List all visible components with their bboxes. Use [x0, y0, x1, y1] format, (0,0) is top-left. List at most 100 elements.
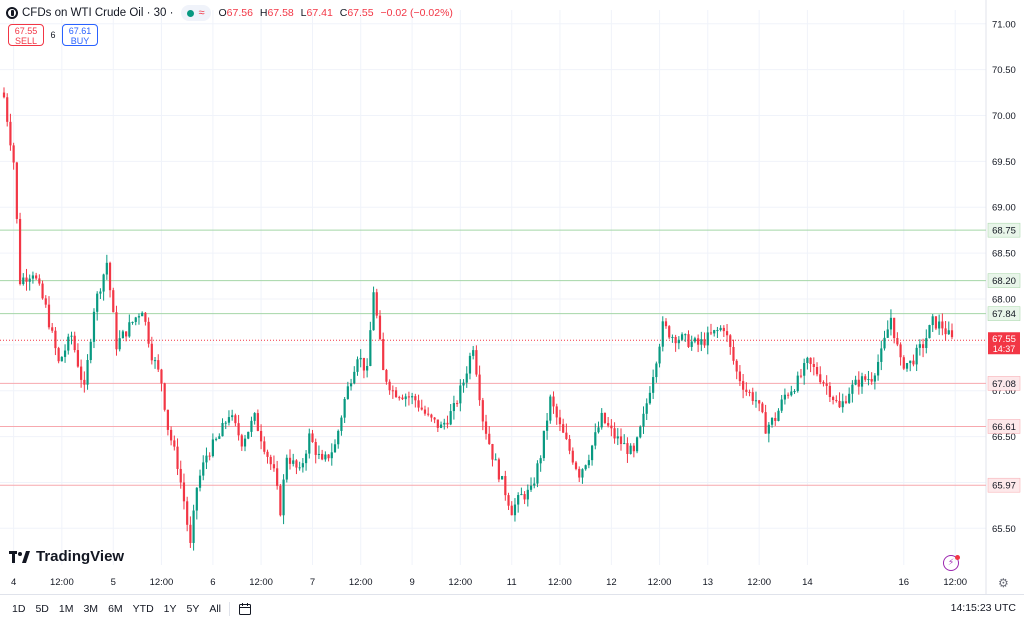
y-tick-label: 65.50	[992, 524, 1016, 535]
sell-button[interactable]: 67.55 SELL	[8, 24, 44, 46]
candle-body	[153, 360, 157, 362]
y-tick-label: 68.00	[992, 294, 1016, 305]
candle-body	[456, 403, 459, 405]
candle-body	[324, 454, 327, 460]
candle-body	[118, 338, 121, 350]
candle-body	[160, 369, 163, 384]
candle-body	[767, 424, 770, 434]
candle-body	[671, 336, 674, 338]
candle-body	[838, 400, 841, 408]
candle-body	[189, 524, 192, 543]
range-button-6m[interactable]: 6M	[108, 603, 123, 615]
candle-body	[558, 417, 562, 425]
candle-body	[674, 336, 677, 344]
level-tag-box	[987, 477, 1021, 493]
candle-body	[179, 468, 182, 483]
candle-body	[231, 415, 234, 418]
candle-body	[343, 398, 346, 418]
calendar-icon[interactable]	[238, 602, 252, 616]
candle-body	[25, 277, 28, 282]
candle-body	[716, 330, 719, 332]
candle-body	[790, 391, 793, 396]
change-value: −0.02 (−0.02%)	[380, 7, 453, 19]
candle-body	[439, 424, 443, 428]
candle-body	[565, 432, 568, 439]
candle-body	[2, 92, 6, 98]
candle-body	[668, 326, 671, 338]
candle-body	[610, 425, 613, 429]
range-button-1d[interactable]: 1D	[12, 603, 26, 615]
candle-body	[472, 350, 475, 356]
candle-body	[125, 331, 128, 337]
candle-body	[382, 339, 385, 371]
candle-body	[889, 317, 893, 330]
candle-body	[121, 331, 125, 339]
candle-body	[497, 459, 500, 480]
candle-body	[870, 379, 873, 382]
range-button-5y[interactable]: 5Y	[186, 603, 200, 615]
candle-body	[873, 375, 876, 382]
y-tick-label: 69.50	[992, 157, 1016, 168]
candle-body	[623, 443, 626, 445]
candle-body	[697, 338, 700, 345]
horizontal-levels	[0, 229, 986, 486]
last-price-label: 67.55	[992, 334, 1016, 345]
candle-body	[147, 321, 150, 344]
candle-body	[770, 417, 774, 425]
candle-body	[423, 409, 427, 414]
range-button-5d[interactable]: 5D	[35, 603, 49, 615]
candle-body	[256, 413, 259, 431]
x-tick-label: 5	[111, 577, 116, 588]
candle-body	[137, 316, 141, 318]
candle-body	[648, 392, 652, 404]
gear-icon[interactable]: ⚙	[998, 576, 1009, 590]
candle-body	[584, 465, 587, 470]
candle-body	[944, 328, 947, 335]
candle-body	[404, 396, 407, 400]
candle-body	[427, 413, 430, 415]
candle-body	[677, 339, 680, 344]
candle-body	[433, 417, 436, 420]
candle-body	[549, 396, 552, 421]
candle-body	[411, 396, 414, 398]
candle-body	[394, 390, 398, 398]
x-tick-label: 11	[507, 577, 517, 588]
candle-body	[809, 357, 812, 365]
tradingview-logo[interactable]: TradingView	[9, 548, 124, 565]
range-button-1m[interactable]: 1M	[58, 603, 74, 615]
candle-body	[703, 339, 706, 346]
range-button-1y[interactable]: 1Y	[163, 603, 177, 615]
x-tick-label: 9	[409, 577, 414, 588]
candle-body	[713, 330, 716, 334]
range-button-all[interactable]: All	[209, 603, 222, 615]
range-button-3m[interactable]: 3M	[83, 603, 99, 615]
candle-body	[182, 482, 186, 502]
candle-body	[510, 505, 513, 516]
candle-body	[57, 348, 60, 362]
candle-body	[600, 412, 603, 428]
flash-icon[interactable]: ⚡	[943, 555, 960, 571]
candle-body	[31, 275, 35, 279]
candle-body	[263, 441, 266, 452]
candle-body	[481, 400, 484, 422]
candle-body	[629, 445, 632, 454]
candle-body	[545, 420, 549, 431]
x-tick-label: 12:00	[448, 577, 472, 588]
candle-body	[684, 334, 687, 336]
range-button-ytd[interactable]: YTD	[132, 603, 154, 615]
candle-body	[764, 412, 767, 434]
candle-body	[921, 344, 925, 349]
market-status-pill[interactable]: ≈	[181, 5, 211, 21]
utc-clock[interactable]: 14:15:23 UTC	[950, 602, 1016, 614]
time-axis[interactable]: 4 12:00 5 12:00 6 12:00 7 12:00 9 12:00 11 12:00 12 1…	[11, 577, 967, 588]
candle-body	[240, 435, 243, 447]
x-tick-label: 14	[802, 577, 813, 588]
candle-body	[102, 274, 105, 292]
symbol-title[interactable]: CFDs on WTI Crude Oil · 30 ·	[22, 7, 174, 19]
candle-body	[6, 97, 9, 122]
candle-body	[372, 292, 375, 331]
candle-body	[915, 347, 918, 365]
x-tick-label: 12:00	[943, 577, 967, 588]
buy-button[interactable]: 67.61 BUY	[62, 24, 98, 46]
